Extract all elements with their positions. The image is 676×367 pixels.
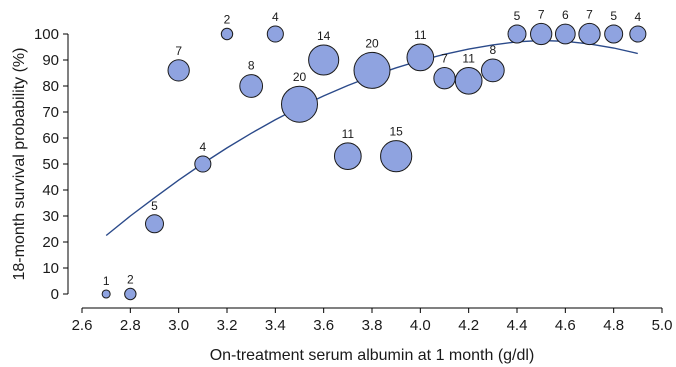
bubble-count-label: 5 bbox=[610, 9, 617, 23]
bubble-count-label: 7 bbox=[441, 52, 448, 66]
bubble-count-label: 7 bbox=[538, 7, 545, 21]
y-tick-label: 100 bbox=[34, 26, 59, 43]
y-tick-label: 70 bbox=[42, 104, 59, 121]
bubble-point bbox=[507, 24, 527, 44]
x-tick-label: 4.2 bbox=[458, 317, 479, 334]
bubble-point bbox=[353, 51, 391, 89]
x-tick-label: 2.8 bbox=[120, 317, 141, 334]
bubble-point bbox=[454, 66, 483, 95]
x-tick-label: 4.0 bbox=[410, 317, 431, 334]
bubble-point bbox=[629, 25, 647, 43]
bubble-count-label: 4 bbox=[634, 10, 641, 24]
bubble-point bbox=[433, 67, 456, 90]
y-tick-label: 20 bbox=[42, 234, 59, 251]
y-tick-label: 50 bbox=[42, 156, 59, 173]
x-axis-ticks: 2.6 2.8 3.0 3.2 3.4 3.6 3.8 4.0 4.2 4.4 4.6 4.8 5.0 bbox=[72, 308, 673, 334]
y-tick-label: 30 bbox=[42, 208, 59, 225]
bubble-point bbox=[480, 58, 505, 83]
bubble-count-label: 6 bbox=[562, 8, 569, 22]
bubble-point bbox=[380, 140, 413, 173]
x-axis-title: On-treatment serum albumin at 1 month (g… bbox=[210, 347, 535, 364]
axes: 2.6 2.8 3.0 3.2 3.4 3.6 3.8 4.0 4.2 4.4 4.6 4.8 5.0 … bbox=[34, 26, 672, 334]
bubble-point bbox=[578, 22, 601, 46]
bubble-count-label: 8 bbox=[248, 59, 255, 73]
x-tick-label: 3.0 bbox=[168, 317, 189, 334]
x-tick-label: 4.4 bbox=[507, 317, 528, 334]
bubble-count-label: 2 bbox=[224, 12, 231, 26]
y-tick-label: 80 bbox=[42, 78, 59, 95]
x-tick-label: 3.2 bbox=[217, 317, 238, 334]
bubble-point bbox=[530, 22, 553, 46]
x-tick-label: 3.6 bbox=[313, 317, 334, 334]
x-tick-label: 3.8 bbox=[362, 317, 383, 334]
bubble-point bbox=[604, 24, 624, 44]
bubble-count-label: 15 bbox=[389, 125, 403, 139]
y-tick-label: 90 bbox=[42, 52, 59, 69]
bubble-count-label: 5 bbox=[514, 9, 521, 23]
bubble-point bbox=[266, 25, 284, 43]
y-tick-label: 40 bbox=[42, 182, 59, 199]
bubble-count-label: 7 bbox=[586, 7, 593, 21]
bubble-point bbox=[406, 43, 435, 72]
x-tick-label: 5.0 bbox=[652, 317, 673, 334]
bubble-count-label: 1 bbox=[103, 274, 110, 288]
bubble-point bbox=[220, 27, 234, 41]
bubble-point bbox=[167, 59, 190, 82]
y-axis-title: 18-month survival probability (%) bbox=[11, 48, 28, 281]
bubble-point bbox=[308, 44, 340, 76]
bubble-count-label: 20 bbox=[293, 70, 307, 84]
bubble-count-label: 11 bbox=[414, 28, 427, 42]
bubble-point bbox=[281, 85, 318, 123]
bubble-count-label: 11 bbox=[342, 127, 355, 141]
x-tick-label: 4.6 bbox=[555, 317, 576, 334]
bubble-point bbox=[101, 289, 111, 299]
bubble-point bbox=[145, 214, 164, 234]
bubble-count-label: 20 bbox=[365, 36, 379, 50]
bubble-point bbox=[194, 155, 212, 173]
x-tick-label: 4.8 bbox=[603, 317, 624, 334]
bubble-series bbox=[101, 22, 647, 301]
y-tick-label: 60 bbox=[42, 130, 59, 147]
y-tick-label: 10 bbox=[42, 260, 59, 277]
bubble-count-label: 2 bbox=[127, 272, 134, 286]
count-labels: 1 2 5 7 4 2 8 4 20 14 11 20 15 11 7 11 8 5 7 6 7 5 4 bbox=[103, 7, 642, 288]
y-tick-label: 0 bbox=[51, 286, 59, 303]
bubble-count-label: 5 bbox=[151, 199, 158, 213]
bubble-point bbox=[239, 74, 264, 98]
x-tick-label: 3.4 bbox=[265, 317, 286, 334]
bubble-count-label: 11 bbox=[462, 51, 475, 65]
bubble-count-label: 14 bbox=[317, 29, 331, 43]
bubble-count-label: 7 bbox=[175, 44, 182, 58]
bubble-point bbox=[124, 287, 137, 301]
bubble-point bbox=[554, 23, 576, 45]
bubble-count-label: 4 bbox=[199, 140, 206, 154]
x-tick-label: 2.6 bbox=[72, 317, 93, 334]
bubble-point bbox=[333, 142, 362, 171]
y-axis-ticks: 0 10 20 30 40 50 60 70 80 90 100 bbox=[34, 26, 68, 303]
bubble-count-label: 4 bbox=[272, 10, 279, 24]
bubble-count-label: 8 bbox=[489, 43, 496, 57]
